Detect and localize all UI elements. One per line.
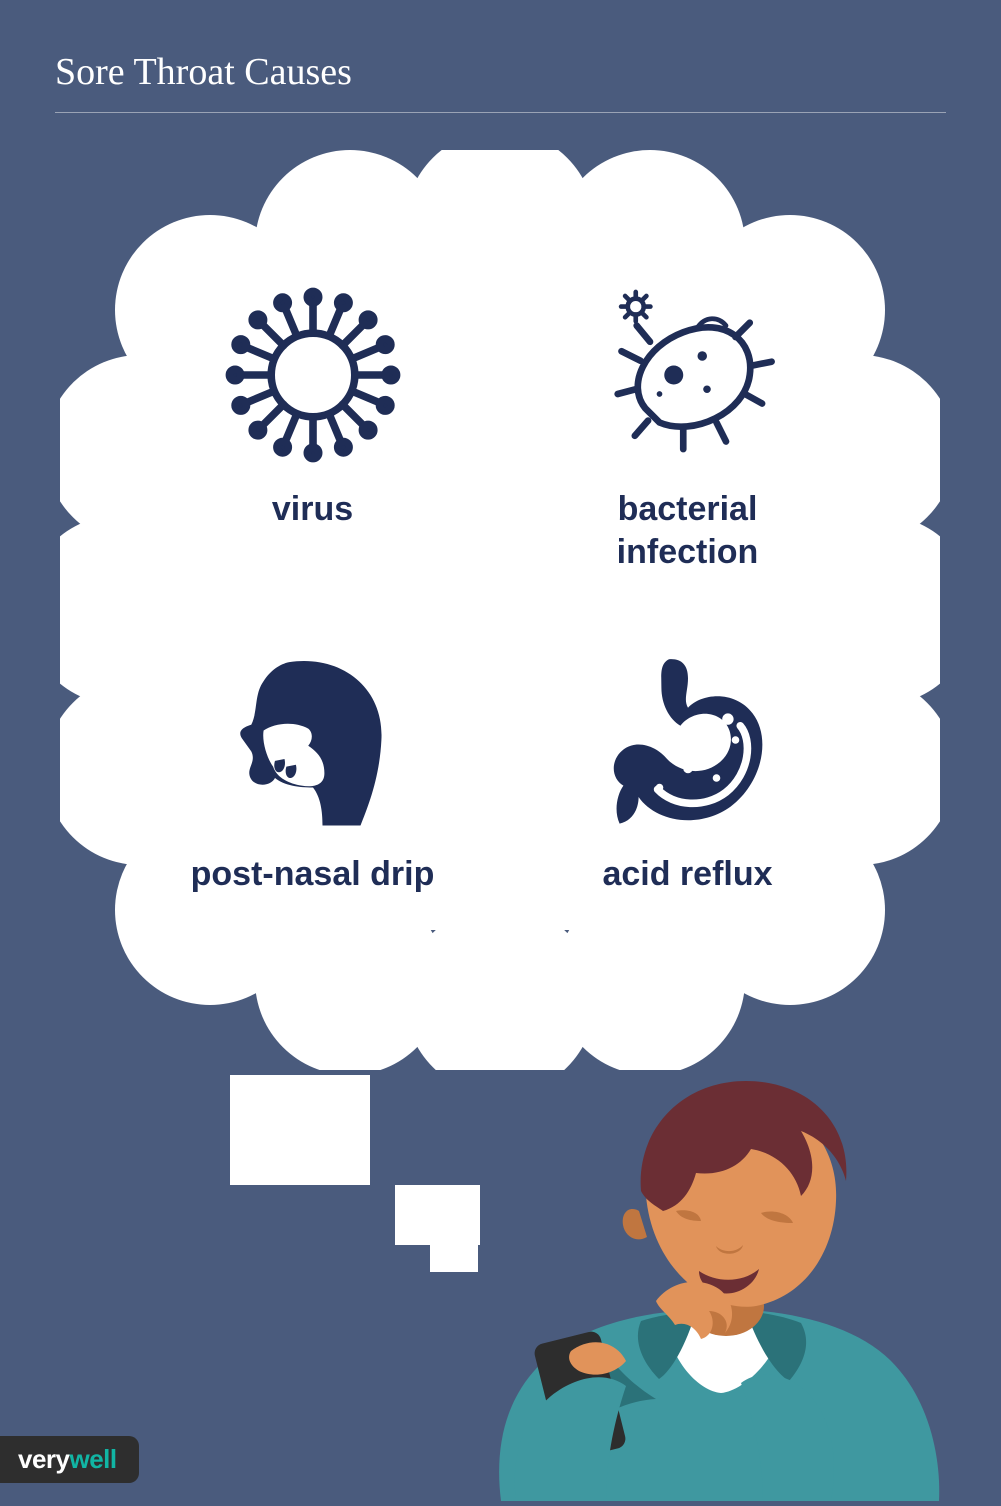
cause-virus: virus: [130, 270, 495, 605]
logo-text-part2: well: [70, 1444, 117, 1474]
cause-bacterial: bacterial infection: [505, 270, 870, 605]
cause-label: acid reflux: [602, 853, 772, 896]
cause-reflux: acid reflux: [505, 635, 870, 970]
logo-text-part1: very: [18, 1444, 70, 1474]
stomach-icon: [593, 645, 783, 835]
virus-icon: [218, 280, 408, 470]
thought-bubble: virus: [60, 150, 940, 1070]
brand-logo: verywell: [0, 1436, 139, 1483]
cause-label: bacterial infection: [558, 488, 818, 573]
title-rule: [55, 112, 946, 113]
person-illustration: [441, 1061, 961, 1501]
causes-grid: virus: [130, 270, 870, 970]
cause-label: post-nasal drip: [191, 853, 435, 896]
thought-trail-bubble: [230, 1075, 370, 1185]
bacteria-icon: [593, 280, 783, 470]
page-title: Sore Throat Causes: [0, 0, 1001, 112]
cause-label: virus: [272, 488, 353, 531]
cause-postnasal: post-nasal drip: [130, 635, 495, 970]
head-drip-icon: [218, 645, 408, 835]
